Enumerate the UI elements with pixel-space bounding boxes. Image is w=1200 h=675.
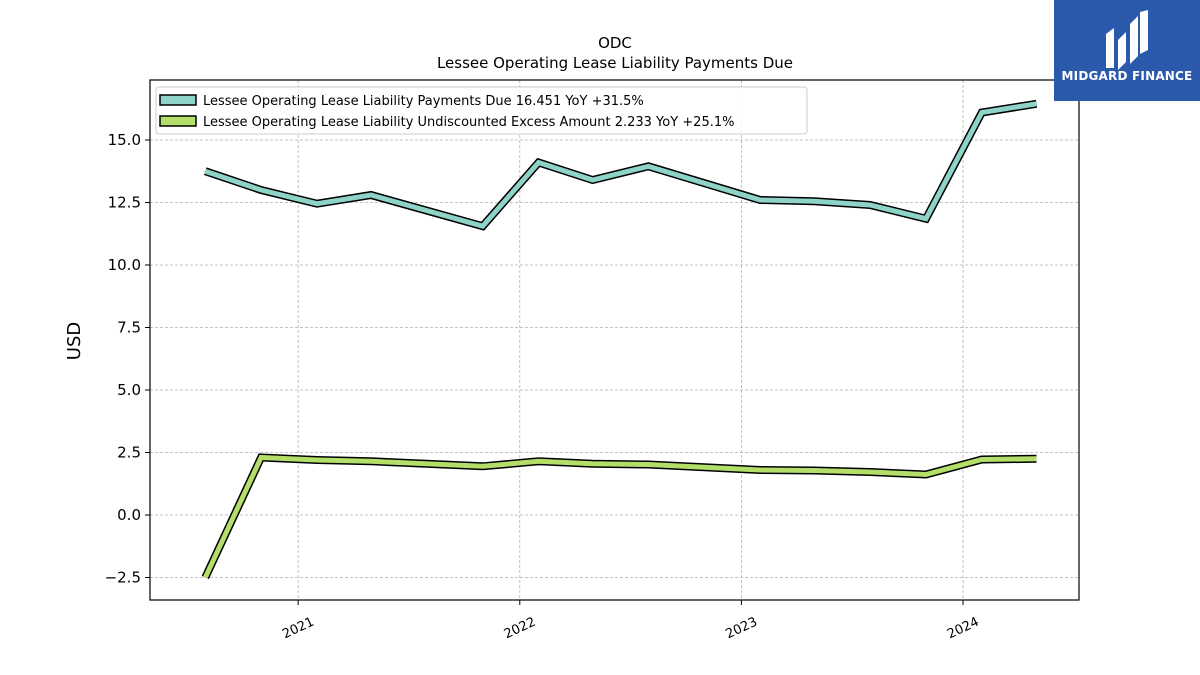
series-1-line — [204, 101, 1037, 230]
y-axis-label: USD — [64, 322, 85, 360]
x-tick-label: 2021 — [280, 615, 316, 643]
legend-swatch-2 — [159, 115, 197, 127]
midgard-logo-icon — [1106, 10, 1148, 70]
x-tick-label: 2022 — [502, 615, 538, 643]
legend-swatch-1 — [159, 94, 197, 106]
brand-name: MIDGARD FINANCE — [1061, 69, 1193, 83]
axis-ticks: −2.5 0.0 2.5 5.0 7.5 10.0 12.5 15.0 2021 2022 2023… — [105, 131, 982, 642]
chart-subtitle: Lessee Operating Lease Liability Payment… — [437, 54, 793, 72]
y-tick-label: −2.5 — [105, 569, 141, 587]
legend-label-2: Lessee Operating Lease Liability Undisco… — [203, 115, 734, 130]
y-tick-label: 15.0 — [108, 131, 141, 149]
y-tick-label: 7.5 — [117, 319, 141, 337]
y-tick-label: 2.5 — [117, 444, 141, 462]
x-tick-label: 2024 — [945, 615, 981, 643]
legend-label-1: Lessee Operating Lease Liability Payment… — [203, 94, 644, 109]
series-2-line — [203, 454, 1037, 579]
plot-frame — [149, 79, 1080, 601]
brand-logo: MIDGARD FINANCE — [1054, 0, 1200, 101]
y-tick-label: 12.5 — [108, 194, 141, 212]
grid-lines — [150, 80, 1079, 600]
legend: Lessee Operating Lease Liability Payment… — [155, 86, 808, 135]
y-tick-label: 5.0 — [117, 381, 141, 399]
chart-title: ODC — [598, 34, 632, 52]
series-layer — [201, 99, 1038, 580]
y-tick-label: 10.0 — [108, 256, 141, 274]
x-tick-label: 2023 — [723, 615, 759, 643]
y-tick-label: 0.0 — [117, 506, 141, 524]
legend-box — [155, 86, 808, 135]
